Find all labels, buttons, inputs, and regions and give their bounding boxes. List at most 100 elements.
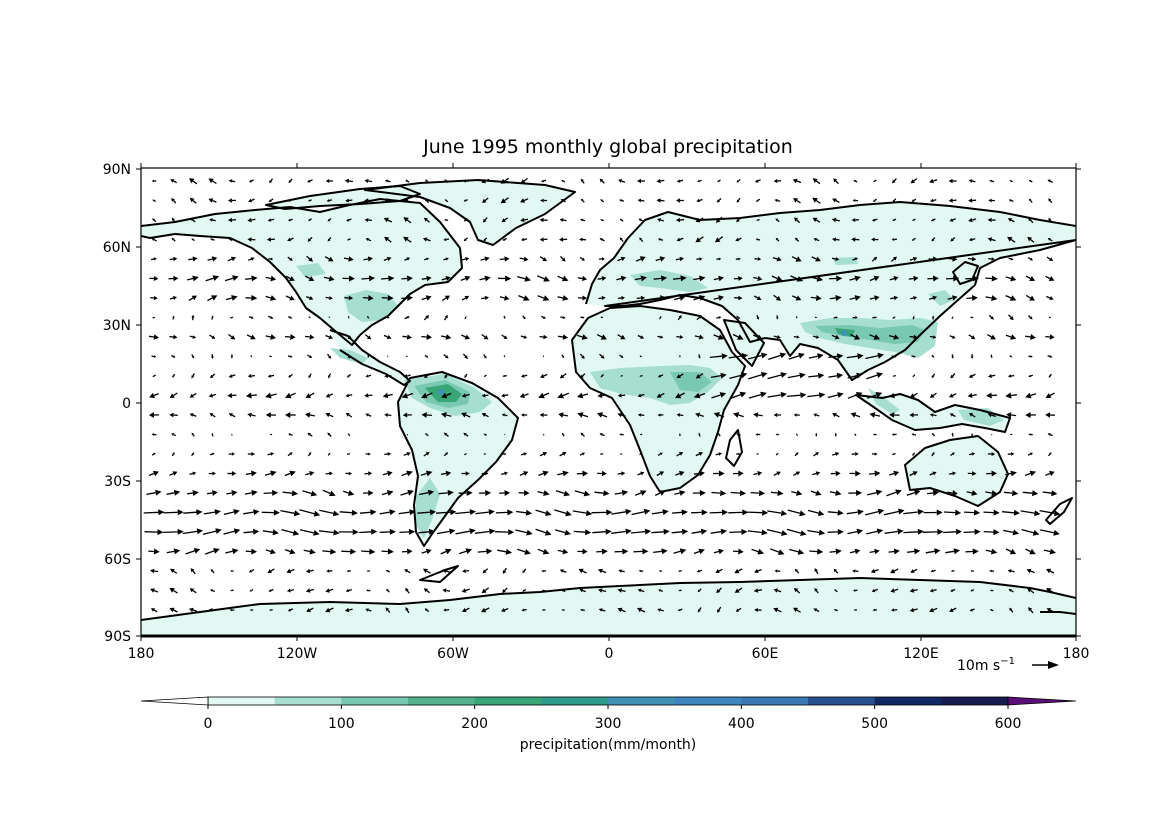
wind-arrow-shaft (991, 374, 996, 377)
wind-arrow-shaft (426, 238, 431, 242)
wind-arrow-head (620, 375, 622, 377)
wind-arrow-head (347, 238, 350, 241)
wind-arrow-shaft (767, 510, 782, 514)
wind-arrow-head (325, 412, 331, 418)
wind-arrow-shaft (738, 587, 743, 592)
wind-arrow-shaft (455, 530, 471, 535)
wind-arrow-shaft (913, 178, 918, 182)
wind-arrow-head (582, 470, 589, 477)
wind-arrow-head (897, 528, 904, 535)
wind-arrow-head (210, 238, 213, 241)
wind-arrow-shaft (574, 490, 585, 495)
wind-arrow-head (383, 217, 389, 223)
wind-arrow-head (270, 295, 277, 301)
wind-arrow-shaft (561, 354, 564, 357)
wind-arrow-shaft (209, 334, 213, 338)
wind-arrow-head (585, 510, 593, 517)
wind-arrow-head (917, 509, 924, 515)
wind-arrow-head (676, 198, 680, 203)
wind-arrow-head (991, 470, 997, 477)
wind-arrow-shaft (309, 218, 312, 221)
wind-arrow-head (1009, 548, 1017, 555)
quiver-key-arrow (1032, 661, 1059, 669)
wind-arrow-shaft (582, 219, 586, 222)
wind-arrow-head (874, 548, 880, 555)
wind-arrow-head (762, 509, 769, 516)
wind-arrow-head (247, 412, 252, 418)
wind-arrow-head (425, 452, 430, 456)
wind-arrow-shaft (455, 511, 471, 515)
wind-arrow-shaft (874, 179, 877, 182)
wind-arrow-head (386, 334, 392, 340)
wind-arrow-head (325, 588, 330, 593)
wind-arrow-shaft (1025, 294, 1031, 299)
wind-arrow-head (545, 510, 552, 516)
wind-arrow-shaft (523, 608, 527, 611)
wind-arrow-shaft (251, 179, 254, 182)
wind-arrow-head (309, 471, 315, 476)
wind-arrow-shaft (153, 609, 158, 613)
wind-arrow-head (851, 237, 856, 242)
wind-arrow-head (333, 529, 340, 536)
wind-arrow-head (875, 392, 883, 398)
wind-arrow-head (269, 548, 276, 555)
wind-arrow-head (580, 218, 583, 222)
wind-arrow-head (227, 392, 233, 399)
wind-arrow-head (657, 374, 662, 378)
wind-arrow-shaft (153, 238, 157, 242)
wind-arrow-head (248, 569, 253, 573)
wind-arrow-head (562, 334, 569, 340)
wind-arrow-shaft (693, 550, 700, 555)
wind-arrow-shaft (698, 588, 702, 591)
wind-arrow-shaft (207, 492, 213, 495)
wind-arrow-head (463, 199, 467, 202)
wind-arrow-head (795, 256, 802, 262)
wind-arrow-shaft (245, 277, 252, 280)
lat-tick-label: 0 (122, 396, 131, 412)
wind-arrow-shaft (520, 335, 525, 338)
wind-arrow-shaft (245, 472, 252, 475)
wind-arrow-head (971, 452, 976, 456)
wind-arrow-shaft (554, 509, 567, 515)
wind-arrow-head (912, 256, 918, 262)
wind-arrow-head (523, 490, 530, 496)
wind-arrow-shaft (465, 588, 470, 592)
wind-arrow-head (676, 237, 681, 242)
wind-arrow-shaft (945, 550, 955, 554)
wind-arrow-head (738, 452, 741, 456)
wind-arrow-shaft (1010, 570, 1015, 573)
wind-arrow-head (794, 237, 798, 241)
wind-arrow-shaft (444, 317, 447, 321)
wind-arrow-head (289, 316, 293, 319)
wind-arrow-head (1009, 295, 1017, 301)
wind-arrow-head (368, 275, 376, 282)
wind-arrow-head (719, 392, 727, 398)
wind-arrow-shaft (913, 218, 916, 221)
wind-arrow-shaft (621, 199, 625, 202)
wind-arrow-head (582, 548, 588, 555)
wind-arrow-head (562, 316, 566, 319)
wind-arrow-shaft (932, 392, 937, 397)
wind-arrow-head (150, 568, 155, 574)
wind-arrow-shaft (305, 295, 311, 299)
wind-arrow-head (289, 470, 296, 477)
wind-arrow-shaft (1045, 275, 1051, 280)
wind-arrow-shaft (225, 550, 233, 554)
wind-arrow-head (508, 529, 515, 536)
wind-arrow-head (601, 295, 606, 301)
wind-arrow-shaft (660, 392, 665, 397)
wind-arrow-shaft (387, 393, 393, 397)
wind-arrow-shaft (484, 217, 488, 221)
wind-arrow-head (780, 510, 788, 517)
wind-arrow-head (775, 433, 778, 436)
wind-arrow-head (233, 509, 240, 515)
wind-arrow-head (695, 412, 701, 418)
wind-arrow-head (228, 179, 233, 183)
wind-arrow-head (581, 334, 588, 340)
colorbar-segment (541, 697, 609, 705)
wind-arrow-head (757, 275, 763, 282)
quiver-key: 10m s−1 (957, 656, 1059, 674)
wind-arrow-shaft (481, 333, 486, 338)
wind-arrow-head (382, 392, 389, 399)
wind-arrow-head (465, 471, 470, 476)
